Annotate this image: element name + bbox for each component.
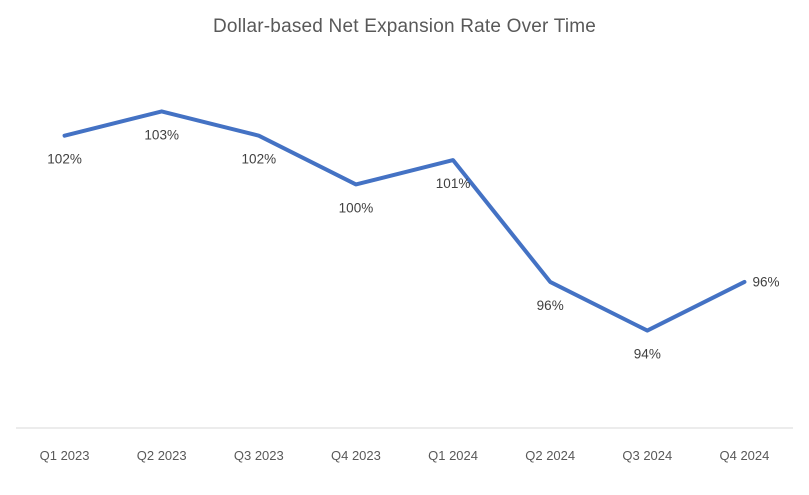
data-labels-group: 102% 103% 102% 100% 101% 96% 94% 96% xyxy=(47,127,779,361)
x-axis-labels-group: Q1 2023 Q2 2023 Q3 2023 Q4 2023 Q1 2024 Q2 20… xyxy=(40,448,770,463)
x-axis-label: Q3 2023 xyxy=(234,448,284,463)
chart-title: Dollar-based Net Expansion Rate Over Tim… xyxy=(212,16,597,37)
x-axis-label: Q4 2023 xyxy=(331,448,381,463)
data-label: 96% xyxy=(537,298,564,313)
x-axis-label: Q1 2023 xyxy=(40,448,90,463)
x-axis-label: Q4 2024 xyxy=(720,448,770,463)
data-label: 96% xyxy=(752,274,779,289)
x-axis-label: Q2 2024 xyxy=(525,448,575,463)
x-axis-label: Q1 2024 xyxy=(428,448,478,463)
x-axis-label: Q2 2023 xyxy=(137,448,187,463)
x-axis-label: Q3 2024 xyxy=(622,448,672,463)
data-label: 102% xyxy=(47,152,82,167)
data-label: 100% xyxy=(339,200,374,215)
data-label: 102% xyxy=(242,152,277,167)
data-label: 94% xyxy=(634,347,661,362)
trend-line xyxy=(62,109,747,333)
data-label: 103% xyxy=(144,127,179,142)
data-label: 101% xyxy=(436,176,471,191)
